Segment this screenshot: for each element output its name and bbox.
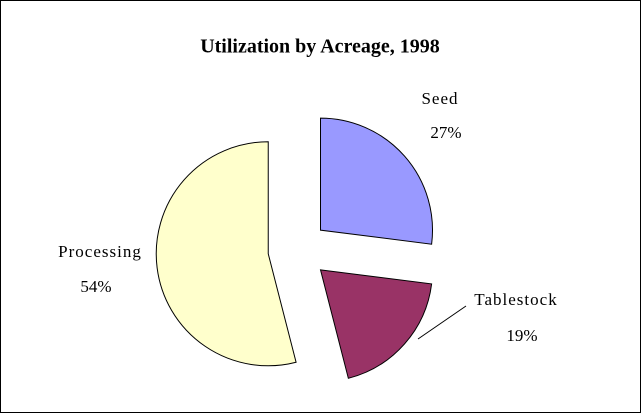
slice-label: Seed	[421, 89, 458, 108]
pie-slice	[155, 141, 297, 367]
slice-label: Tablestock	[474, 290, 557, 309]
slice-value-label: 19%	[506, 326, 537, 345]
pie-slice	[320, 117, 433, 245]
slice-value-label: 27%	[430, 123, 461, 142]
leader-line	[417, 305, 467, 340]
chart-title: Utilization by Acreage, 1998	[200, 36, 440, 58]
slice-value-label: 54%	[80, 277, 111, 296]
slice-label: Processing	[58, 242, 142, 261]
pie-slice	[319, 269, 433, 379]
